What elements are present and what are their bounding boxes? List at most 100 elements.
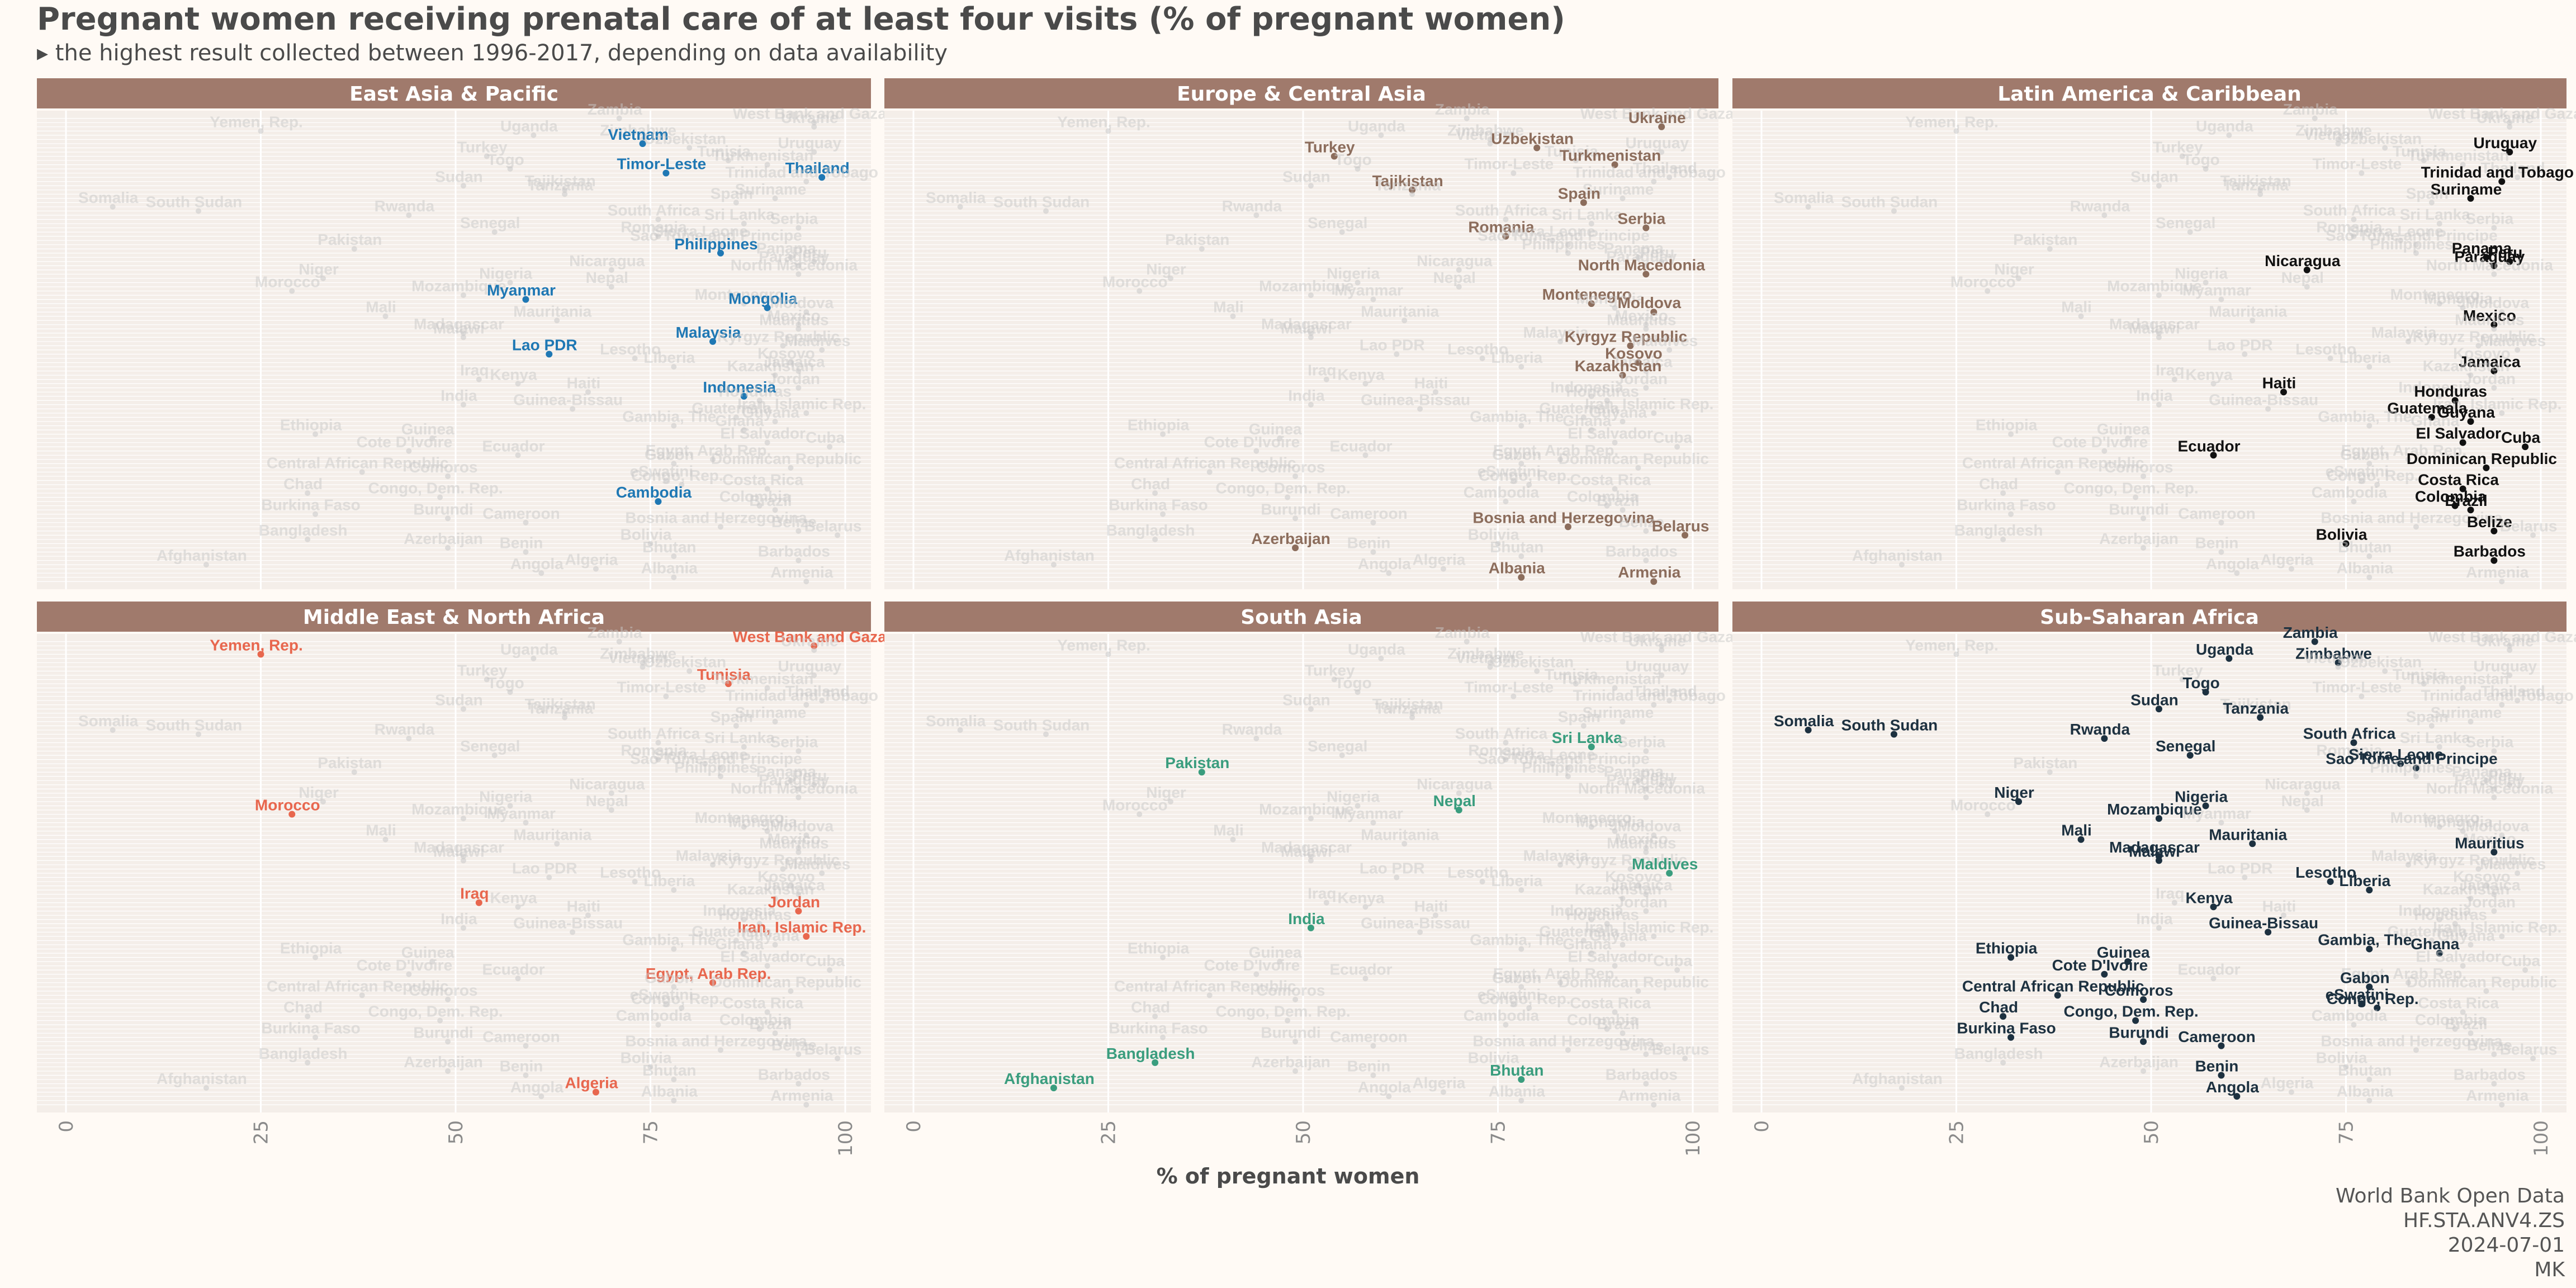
data-point	[2141, 544, 2147, 551]
point-label: Peru	[2488, 244, 2522, 261]
point-label: West Bank and Gaza	[733, 628, 887, 645]
point-label: Kazakhstan	[2423, 357, 2510, 375]
data-point	[671, 574, 677, 580]
data-point	[351, 246, 357, 252]
point-label: Comoros	[409, 458, 478, 476]
data-point	[1323, 376, 1329, 382]
data-point	[671, 364, 677, 370]
point-label: Sao Tome and Principe	[630, 750, 802, 768]
point-label: Tajikistan	[525, 172, 596, 190]
point-label: Guinea-Bissau	[2209, 391, 2318, 408]
point-label: Kosovo	[2453, 345, 2511, 362]
x-tick-label: 100	[1682, 1120, 1704, 1157]
point-label: Ecuador	[1330, 437, 1393, 454]
data-point	[1050, 562, 1057, 568]
point-label: West Bank and Gaza	[2428, 105, 2576, 122]
data-point	[957, 203, 963, 210]
point-label: Gambia, The	[2318, 408, 2412, 425]
panel-strip	[1732, 78, 2566, 108]
data-point	[733, 200, 739, 206]
point-label: Kyrgyz Republic	[1565, 328, 1687, 345]
data-point	[803, 410, 809, 416]
point-label: Paraguay	[759, 771, 829, 788]
data-point	[2156, 183, 2162, 189]
point-label: Central African Republic	[267, 454, 449, 471]
point-label: Serbia	[2466, 733, 2514, 751]
data-point	[811, 258, 817, 264]
data-point	[1898, 562, 1905, 568]
point-label: Nicaragua	[2265, 252, 2341, 269]
point-label: El Salvador	[2416, 425, 2501, 442]
data-point	[531, 132, 537, 138]
point-label: Niger	[1994, 261, 2034, 278]
point-label: Angola	[2206, 555, 2259, 572]
data-point	[741, 301, 747, 307]
data-point	[702, 761, 708, 767]
point-label: Senegal	[460, 737, 520, 755]
data-point	[1588, 427, 1594, 433]
data-point	[1650, 309, 1658, 316]
point-label: South Africa	[608, 202, 700, 219]
point-label: Somalia	[926, 189, 986, 206]
point-label: Haiti	[1414, 897, 1448, 915]
data-point	[1043, 208, 1049, 214]
data-point	[445, 473, 451, 479]
point-label: Cambodia	[1464, 1007, 1540, 1024]
point-label: Pakistan	[318, 754, 382, 771]
data-point	[1253, 212, 1259, 218]
point-label: Comoros	[2105, 982, 2174, 999]
data-point	[2327, 356, 2333, 362]
data-point	[554, 841, 560, 847]
point-label: Kenya	[490, 889, 537, 906]
point-label: Bangladesh	[1106, 522, 1195, 539]
data-point	[2506, 258, 2513, 265]
data-point	[1370, 549, 1376, 555]
point-label: Somalia	[926, 712, 986, 730]
point-label: Gabon	[1492, 969, 1542, 986]
point-label: Congo, Dem. Rep.	[2064, 480, 2199, 497]
point-label: Bhutan	[2338, 1062, 2392, 1079]
data-point	[2366, 364, 2373, 370]
point-label: Lesotho	[600, 340, 661, 358]
point-label: Cote D'Ivoire	[2052, 956, 2148, 974]
point-label: Timor-Leste	[2313, 155, 2402, 173]
point-label: Timor-Leste	[1465, 679, 1554, 696]
point-label: Iraq	[460, 885, 489, 902]
point-label: Bolivia	[1468, 525, 1519, 543]
point-label: Peru	[1640, 244, 1674, 261]
data-point	[1557, 338, 1564, 344]
point-label: Mali	[1213, 299, 1243, 316]
point-label: Romania	[621, 742, 687, 759]
point-label: El Salvador	[1568, 425, 1653, 442]
data-point	[756, 397, 763, 404]
data-point	[476, 376, 482, 382]
point-label: Spain	[1558, 708, 1600, 725]
point-label: Trinidad and Tobago	[2421, 164, 2574, 181]
data-point	[538, 570, 544, 576]
point-label: Maldives	[784, 332, 850, 349]
point-label: Myanmar	[2182, 805, 2251, 822]
point-label: Sierra Leone	[653, 746, 748, 763]
x-tick-label: 50	[2141, 1120, 2163, 1144]
data-point	[772, 372, 778, 378]
data-point	[2156, 292, 2162, 299]
point-label: Romania	[1468, 219, 1535, 236]
data-point	[2515, 174, 2521, 181]
point-label: Zimbabwe	[600, 121, 676, 139]
data-point	[717, 765, 723, 771]
data-point	[1643, 557, 1649, 564]
panel-strip	[37, 602, 871, 632]
data-point	[1510, 477, 1517, 484]
point-label: Iraq	[460, 362, 489, 379]
data-point	[1635, 465, 1641, 471]
point-label: Timor-Leste	[2313, 679, 2402, 696]
point-label: Burkina Faso	[1957, 496, 2056, 514]
point-label: Brazil	[749, 1015, 792, 1033]
data-point	[2359, 477, 2365, 484]
data-point	[484, 676, 490, 683]
point-label: Guatemala	[692, 400, 772, 417]
data-point	[2507, 124, 2513, 130]
point-label: Rwanda	[375, 721, 435, 738]
data-point	[2351, 216, 2357, 222]
point-label: Mali	[366, 822, 396, 839]
